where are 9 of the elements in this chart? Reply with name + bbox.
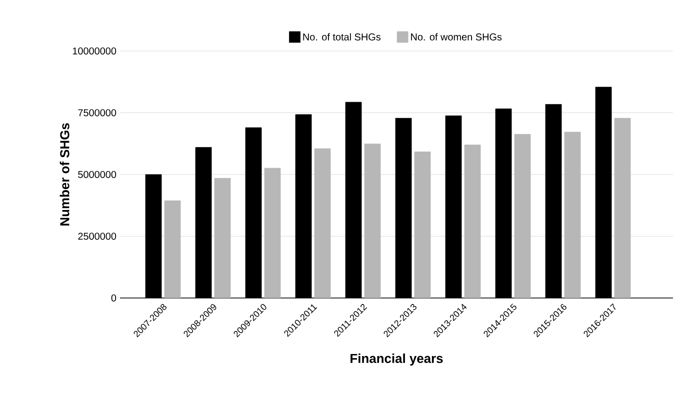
y-tick-label: 0 <box>111 294 116 302</box>
legend-label: No. of total SHGs <box>303 33 381 40</box>
y-tick-label: 7500000 <box>78 109 116 116</box>
y-tick-label: 2500000 <box>78 232 116 240</box>
y-tick-label: 10000000 <box>72 47 116 55</box>
x-axis-title: Financial years <box>350 354 443 366</box>
legend-label: No. of women SHGs <box>411 33 502 40</box>
y-tick-label: 5000000 <box>78 170 116 178</box>
y-axis-title: Number of SHGs <box>60 123 70 226</box>
